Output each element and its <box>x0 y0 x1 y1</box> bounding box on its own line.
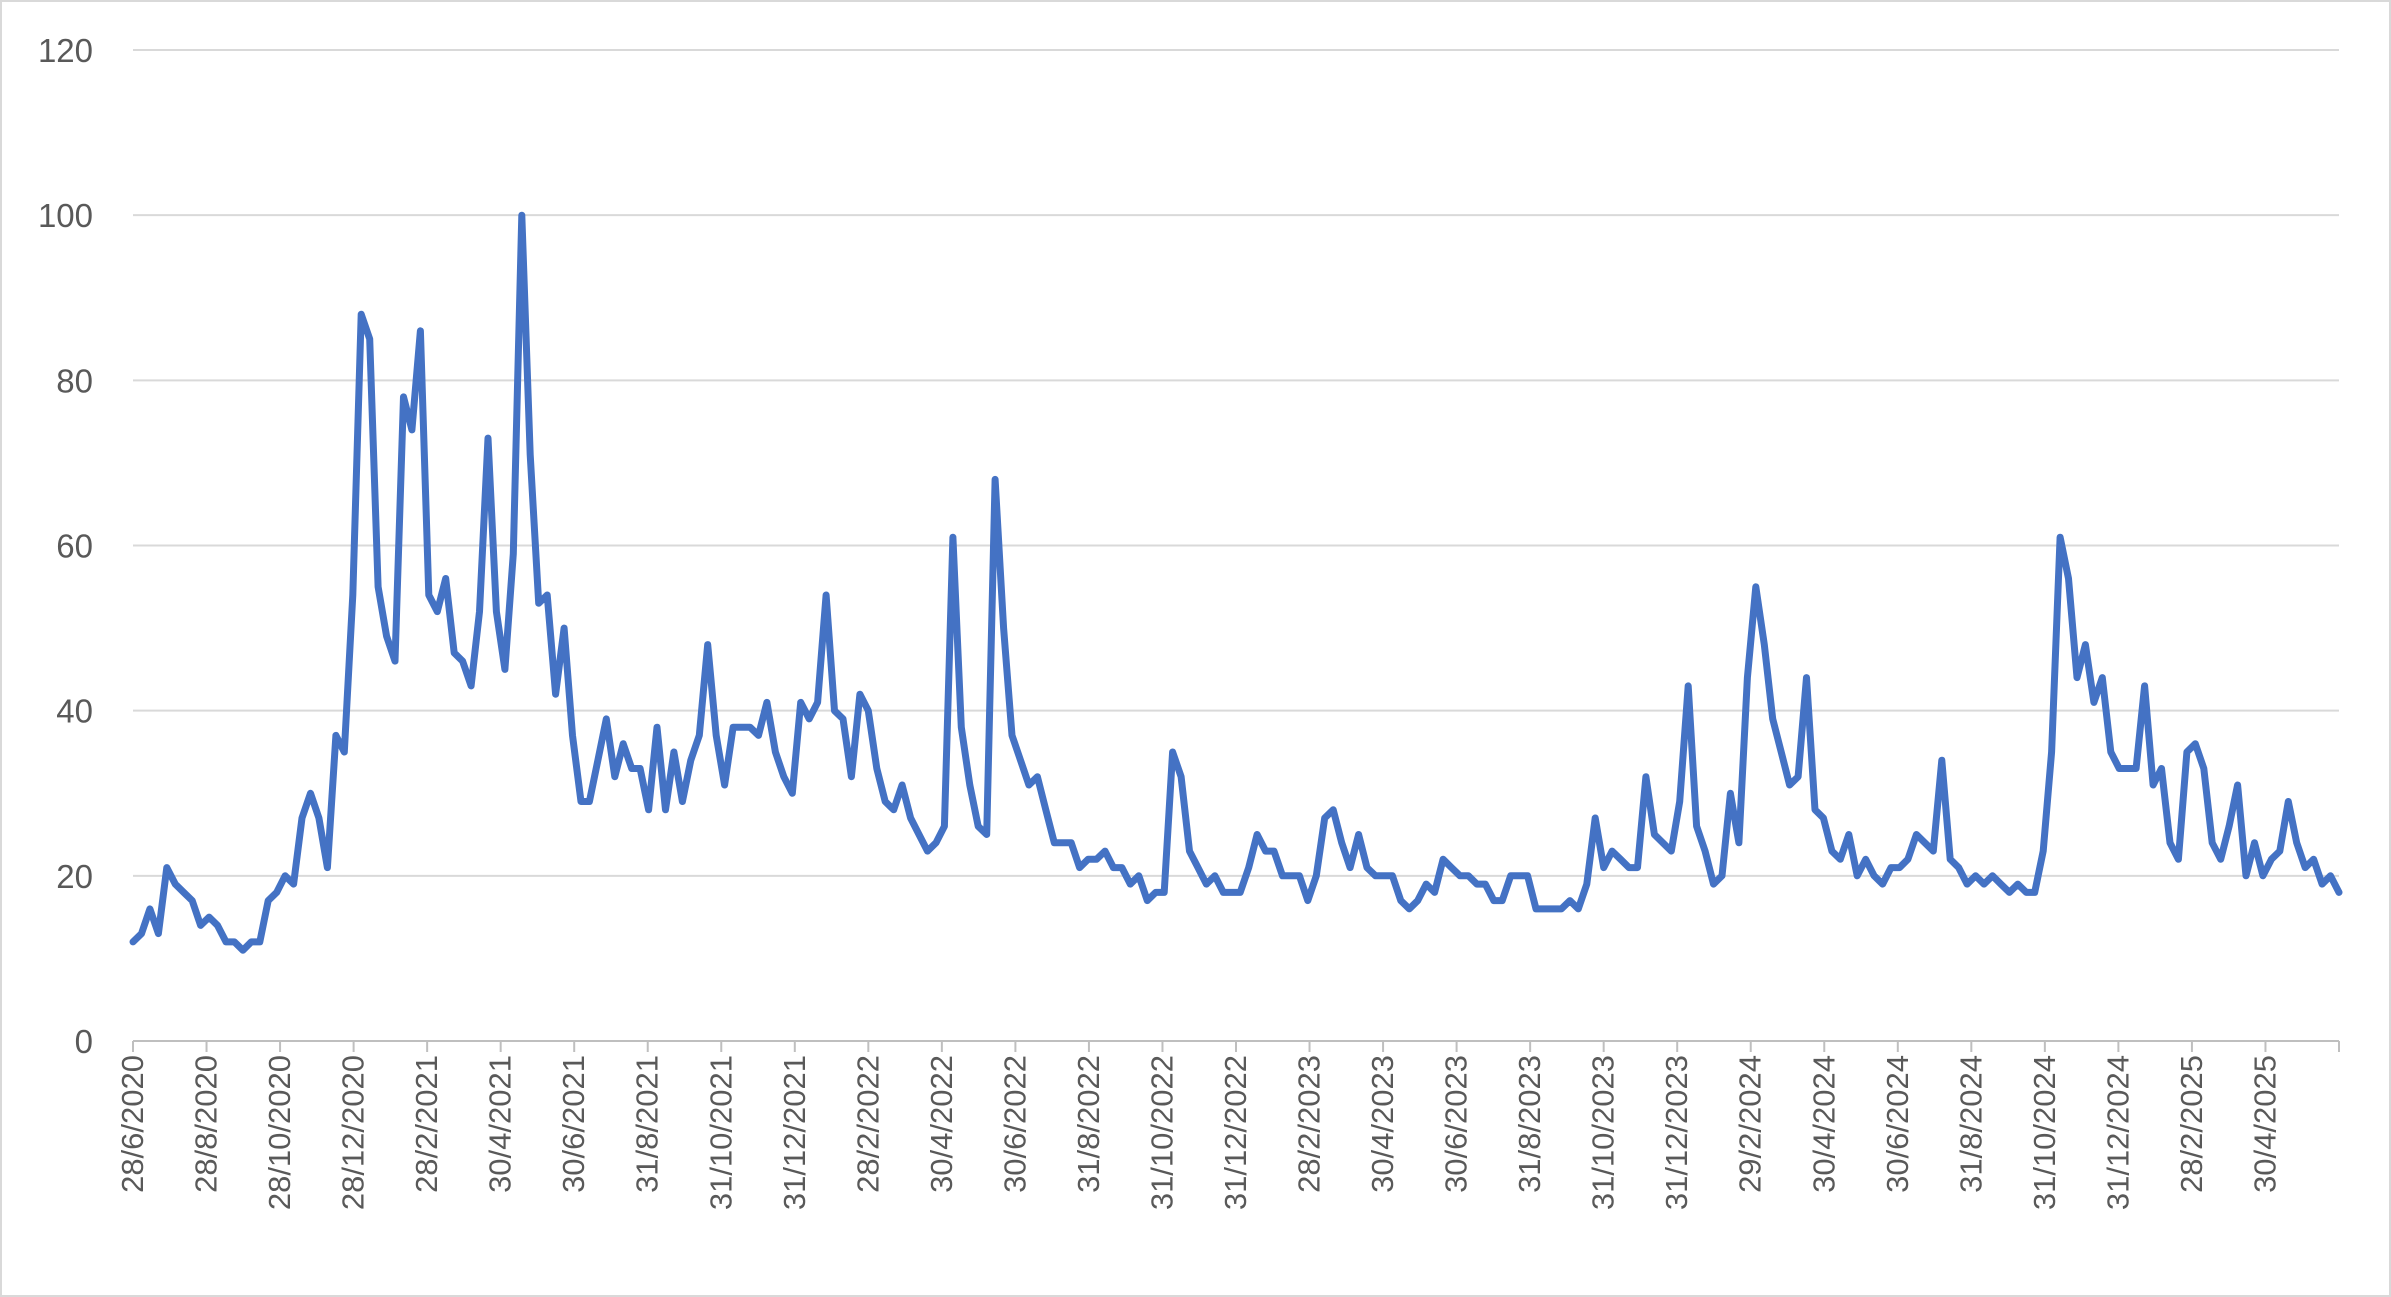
x-tick-label: 30/4/2022 <box>924 1055 959 1193</box>
x-tick-label: 31/12/2021 <box>777 1055 812 1210</box>
x-tick-label: 31/10/2023 <box>1586 1055 1621 1210</box>
x-tick-label: 30/4/2021 <box>483 1055 518 1193</box>
x-tick-label: 28/2/2025 <box>2174 1055 2209 1193</box>
y-tick-label: 0 <box>75 1023 93 1060</box>
y-tick-label: 20 <box>56 858 93 895</box>
x-tick-label: 31/10/2024 <box>2027 1055 2062 1210</box>
x-tick-label: 28/6/2020 <box>115 1055 150 1193</box>
x-tick-label: 31/10/2021 <box>703 1055 738 1210</box>
x-tick-label: 28/2/2023 <box>1292 1055 1327 1193</box>
x-axis-tick-labels: 28/6/2020 28/8/2020 28/10/2020 28/12/2020 28… <box>115 1055 2282 1210</box>
x-tick-label: 30/4/2023 <box>1365 1055 1400 1193</box>
x-tick-label: 30/6/2021 <box>556 1055 591 1193</box>
x-tick-label: 28/12/2020 <box>336 1055 371 1210</box>
y-tick-label: 60 <box>56 528 93 565</box>
x-tick-label: 31/8/2023 <box>1512 1055 1547 1193</box>
y-axis-tick-labels: 0 20 40 60 80 100 120 <box>38 32 93 1060</box>
series-line <box>129 211 2343 954</box>
x-tick-label: 31/8/2024 <box>1953 1055 1988 1193</box>
y-tick-label: 120 <box>38 32 93 69</box>
y-tick-label: 40 <box>56 693 93 730</box>
x-tick-label: 28/8/2020 <box>189 1055 224 1193</box>
y-tick-label: 100 <box>38 197 93 234</box>
x-tick-label: 31/10/2022 <box>1144 1055 1179 1210</box>
x-tick-label: 31/12/2023 <box>1659 1055 1694 1210</box>
x-tick-label: 28/2/2021 <box>409 1055 444 1193</box>
x-tick-label: 31/12/2024 <box>2100 1055 2135 1210</box>
x-tick-label: 30/4/2024 <box>1806 1055 1841 1193</box>
y-tick-label: 80 <box>56 362 93 399</box>
x-tick-label: 31/8/2022 <box>1071 1055 1106 1193</box>
x-tick-label: 30/6/2024 <box>1880 1055 1915 1193</box>
x-tick-label: 31/12/2022 <box>1218 1055 1253 1210</box>
x-tick-label: 28/2/2022 <box>850 1055 885 1193</box>
series-layer <box>129 211 2343 954</box>
x-tick-label: 30/4/2025 <box>2247 1055 2282 1193</box>
axes <box>132 1040 2340 1052</box>
x-tick-label: 28/10/2020 <box>262 1055 297 1210</box>
x-tick-label: 31/8/2021 <box>630 1055 665 1193</box>
x-tick-label: 29/2/2024 <box>1733 1055 1768 1193</box>
x-tick-label: 30/6/2022 <box>997 1055 1032 1193</box>
x-tick-label: 30/6/2023 <box>1439 1055 1474 1193</box>
